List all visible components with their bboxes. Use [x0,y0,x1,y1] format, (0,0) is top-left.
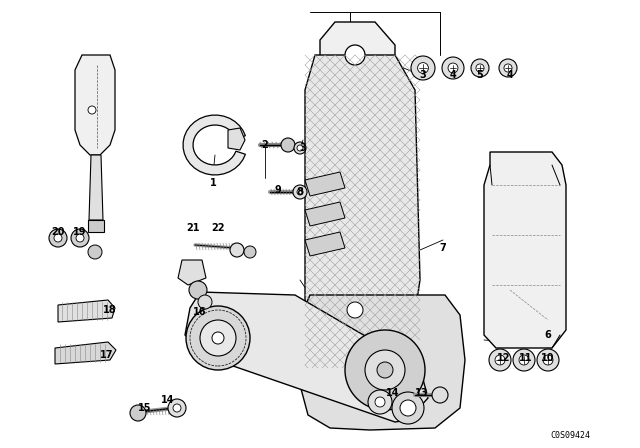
Polygon shape [55,342,116,364]
Text: 19: 19 [73,227,87,237]
Text: 8: 8 [296,187,303,197]
Text: 15: 15 [138,403,152,413]
Circle shape [400,400,416,416]
Circle shape [293,185,307,199]
Polygon shape [305,202,345,226]
Circle shape [230,243,244,257]
Circle shape [365,350,405,390]
Circle shape [244,246,256,258]
Text: 1: 1 [210,178,216,188]
Polygon shape [228,128,245,150]
Text: 17: 17 [100,350,114,360]
Circle shape [186,306,250,370]
Text: 14: 14 [161,395,175,405]
Text: 12: 12 [497,353,511,363]
Text: 6: 6 [545,330,552,340]
Polygon shape [88,220,104,232]
Circle shape [189,281,207,299]
Polygon shape [484,152,566,348]
Circle shape [294,142,306,154]
Polygon shape [178,260,206,285]
Circle shape [418,63,428,73]
Polygon shape [300,295,465,430]
Circle shape [88,106,96,114]
Circle shape [54,234,62,242]
Text: 22: 22 [211,223,225,233]
Circle shape [499,59,517,77]
Circle shape [49,229,67,247]
Polygon shape [75,55,115,155]
Circle shape [71,229,89,247]
Circle shape [537,349,559,371]
Text: 7: 7 [440,243,446,253]
Circle shape [212,332,224,344]
Text: 3: 3 [420,70,426,80]
Circle shape [281,138,295,152]
Circle shape [200,320,236,356]
Polygon shape [305,55,420,368]
Circle shape [168,399,186,417]
Text: C0S09424: C0S09424 [550,431,590,440]
Text: 18: 18 [103,305,117,315]
Text: 4: 4 [450,70,456,80]
Text: 3: 3 [300,143,307,153]
Circle shape [411,56,435,80]
Circle shape [392,392,424,424]
Circle shape [442,57,464,79]
Circle shape [198,295,212,309]
Circle shape [495,355,505,365]
Circle shape [543,355,553,365]
Text: 20: 20 [51,227,65,237]
Polygon shape [185,292,428,422]
Circle shape [297,189,303,195]
Text: 16: 16 [193,307,207,317]
Circle shape [432,387,448,403]
Circle shape [297,145,303,151]
Circle shape [377,362,393,378]
Circle shape [76,234,84,242]
Circle shape [130,405,146,421]
Circle shape [375,397,385,407]
Text: 9: 9 [275,185,282,195]
Polygon shape [320,22,395,95]
Text: 14: 14 [387,388,400,398]
Polygon shape [305,232,345,256]
Circle shape [345,330,425,410]
Circle shape [347,302,363,318]
Circle shape [448,63,458,73]
Circle shape [88,245,102,259]
Circle shape [471,59,489,77]
Text: 5: 5 [477,70,483,80]
Polygon shape [183,115,245,175]
Text: 21: 21 [186,223,200,233]
Circle shape [519,355,529,365]
Circle shape [476,64,484,72]
Text: 4: 4 [507,70,513,80]
Circle shape [489,349,511,371]
Text: 2: 2 [262,140,268,150]
Circle shape [368,390,392,414]
Text: 10: 10 [541,353,555,363]
Circle shape [345,45,365,65]
Text: 13: 13 [415,388,429,398]
Circle shape [173,404,181,412]
Text: 11: 11 [519,353,532,363]
Polygon shape [305,172,345,196]
Circle shape [504,64,512,72]
Polygon shape [89,155,103,220]
Circle shape [513,349,535,371]
Polygon shape [58,300,115,322]
